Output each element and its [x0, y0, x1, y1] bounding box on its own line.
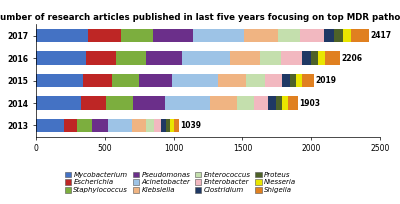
Bar	[290, 74, 296, 87]
Bar	[278, 29, 300, 42]
Bar	[318, 51, 325, 65]
Bar	[192, 29, 244, 42]
Bar	[246, 74, 264, 87]
Bar	[146, 119, 154, 132]
Bar	[281, 51, 302, 65]
Bar	[244, 29, 278, 42]
Bar	[236, 96, 254, 110]
Bar	[324, 29, 334, 42]
Bar	[153, 29, 192, 42]
Bar	[351, 29, 368, 42]
Text: 2206: 2206	[341, 54, 362, 63]
Bar	[264, 74, 282, 87]
Bar	[288, 96, 298, 110]
Legend: Mycobacterium, Escherichia, Staphylococcus, Pseudomonas, Acinetobacter, Klebsiel: Mycobacterium, Escherichia, Staphylococc…	[65, 172, 296, 193]
Bar	[172, 74, 218, 87]
Bar	[106, 96, 133, 110]
Bar	[36, 29, 88, 42]
Bar	[182, 51, 230, 65]
Bar	[282, 74, 290, 87]
Bar	[132, 119, 146, 132]
Bar	[112, 74, 139, 87]
Bar	[254, 96, 268, 110]
Bar	[108, 119, 132, 132]
Bar	[84, 74, 112, 87]
Bar	[81, 96, 106, 110]
Bar	[120, 29, 153, 42]
Bar	[334, 29, 343, 42]
Bar	[230, 51, 260, 65]
Bar	[77, 119, 92, 132]
Bar	[161, 119, 166, 132]
Bar	[139, 74, 172, 87]
Bar	[92, 119, 108, 132]
Bar	[218, 74, 246, 87]
Bar	[36, 51, 86, 65]
Text: 1903: 1903	[300, 99, 320, 108]
Bar	[166, 119, 170, 132]
Bar	[170, 119, 174, 132]
Bar	[268, 96, 276, 110]
Bar	[260, 51, 281, 65]
Bar	[64, 119, 77, 132]
Bar	[276, 96, 282, 110]
Bar	[36, 119, 64, 132]
Bar	[325, 51, 340, 65]
Text: 1039: 1039	[181, 121, 202, 130]
Bar	[36, 96, 81, 110]
Bar	[296, 74, 302, 87]
Bar	[86, 51, 116, 65]
Bar	[165, 96, 210, 110]
Bar	[88, 29, 120, 42]
Bar	[154, 119, 161, 132]
Bar	[302, 51, 311, 65]
Bar	[302, 74, 314, 87]
Bar	[210, 96, 236, 110]
Bar	[311, 51, 318, 65]
Bar	[174, 119, 179, 132]
Bar	[146, 51, 182, 65]
Title: Number of research articles published in last five years focusing on top MDR pat: Number of research articles published in…	[0, 13, 400, 22]
Bar	[133, 96, 165, 110]
Bar	[116, 51, 146, 65]
Text: 2417: 2417	[370, 31, 391, 40]
Bar	[300, 29, 324, 42]
Bar	[282, 96, 288, 110]
Bar	[343, 29, 351, 42]
Bar	[36, 74, 84, 87]
Text: 2019: 2019	[316, 76, 336, 85]
